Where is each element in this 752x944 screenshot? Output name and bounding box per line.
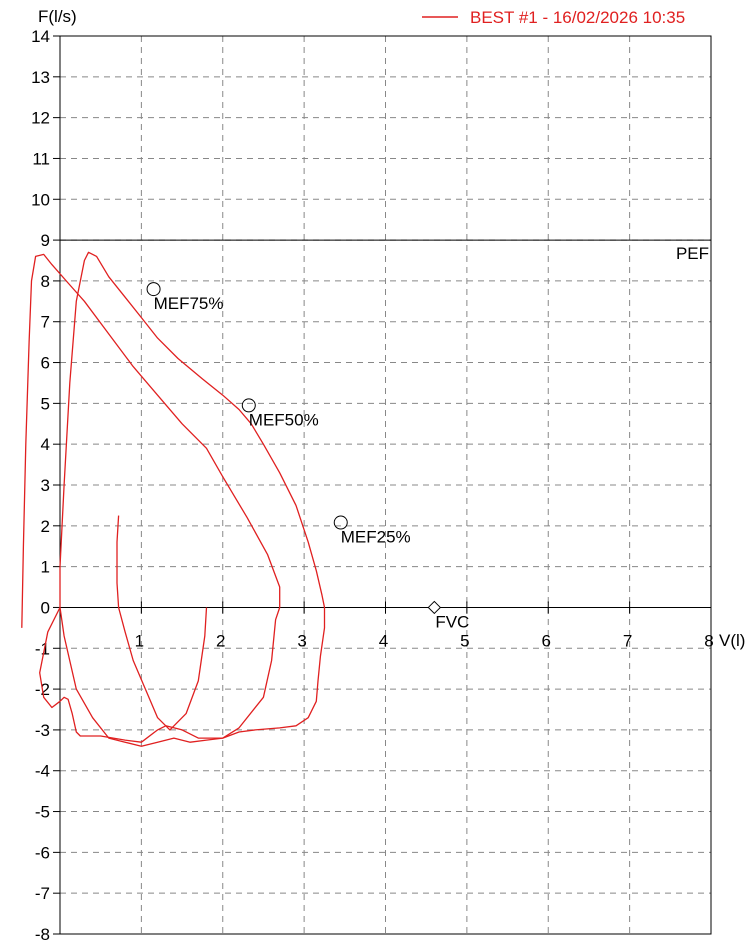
y-tick-label: 5 [41, 394, 50, 413]
curves [21, 251, 326, 747]
mef-label: MEF25% [341, 528, 411, 547]
y-axis-title: F(l/s) [38, 7, 77, 26]
mef-marker [333, 515, 348, 530]
x-tick-label: 7 [623, 631, 632, 650]
flow-volume-curve [116, 515, 208, 731]
y-tick-label: -6 [35, 843, 50, 862]
y-tick-label: 4 [41, 435, 50, 454]
legend: BEST #1 - 16/02/2026 10:35 [422, 8, 685, 27]
fvc-marker [427, 600, 442, 615]
y-tick-label: 0 [41, 598, 50, 617]
legend-entry: BEST #1 - 16/02/2026 10:35 [470, 8, 685, 27]
y-tick-label: -3 [35, 721, 50, 740]
y-tick-label: -7 [35, 884, 50, 903]
grid [60, 36, 711, 934]
y-tick-label: 13 [31, 68, 50, 87]
y-tick-label: 7 [41, 313, 50, 332]
mef-label: MEF75% [154, 294, 224, 313]
annotations: PEF MEF75% MEF50% MEF25% FVC [60, 239, 711, 631]
y-tick-label: -5 [35, 803, 50, 822]
y-tick-label: 1 [41, 558, 50, 577]
mef-marker [241, 398, 256, 413]
x-tick-label: 2 [216, 631, 225, 650]
y-tick-label: 10 [31, 190, 50, 209]
mef-label: MEF50% [249, 410, 319, 429]
y-tick-label: -8 [35, 925, 50, 944]
x-tick-label: 3 [297, 631, 306, 650]
x-tick-label: 6 [542, 631, 551, 650]
mef-marker [146, 282, 161, 297]
flow-volume-curve [59, 251, 326, 747]
pef-label: PEF [676, 244, 709, 263]
y-tick-label: 9 [41, 231, 50, 250]
x-tick-label: 4 [379, 631, 388, 650]
y-tick-label: 12 [31, 109, 50, 128]
y-tick-label: 8 [41, 272, 50, 291]
x-tick-label: 1 [135, 631, 144, 650]
y-tick-label: 14 [31, 27, 50, 46]
y-tick-label: 11 [32, 149, 50, 168]
y-tick-label: 3 [41, 476, 50, 495]
x-axis-title: V(l) [719, 631, 745, 650]
flow-volume-curve [21, 253, 281, 743]
x-tick-label: 5 [460, 631, 469, 650]
axes [53, 35, 712, 935]
y-tick-label: 2 [41, 517, 50, 536]
fvc-label: FVC [435, 612, 469, 631]
y-tick-label: -4 [35, 762, 50, 781]
x-tick-label: 8 [704, 631, 713, 650]
y-tick-label: -1 [35, 639, 50, 658]
y-tick-label: 6 [41, 354, 50, 373]
x-tick-labels: 1 2 3 4 5 6 7 8 [135, 631, 714, 650]
